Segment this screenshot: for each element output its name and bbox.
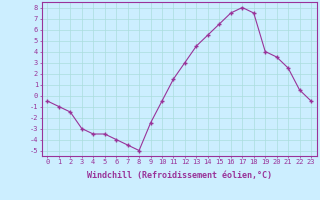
X-axis label: Windchill (Refroidissement éolien,°C): Windchill (Refroidissement éolien,°C) [87,171,272,180]
